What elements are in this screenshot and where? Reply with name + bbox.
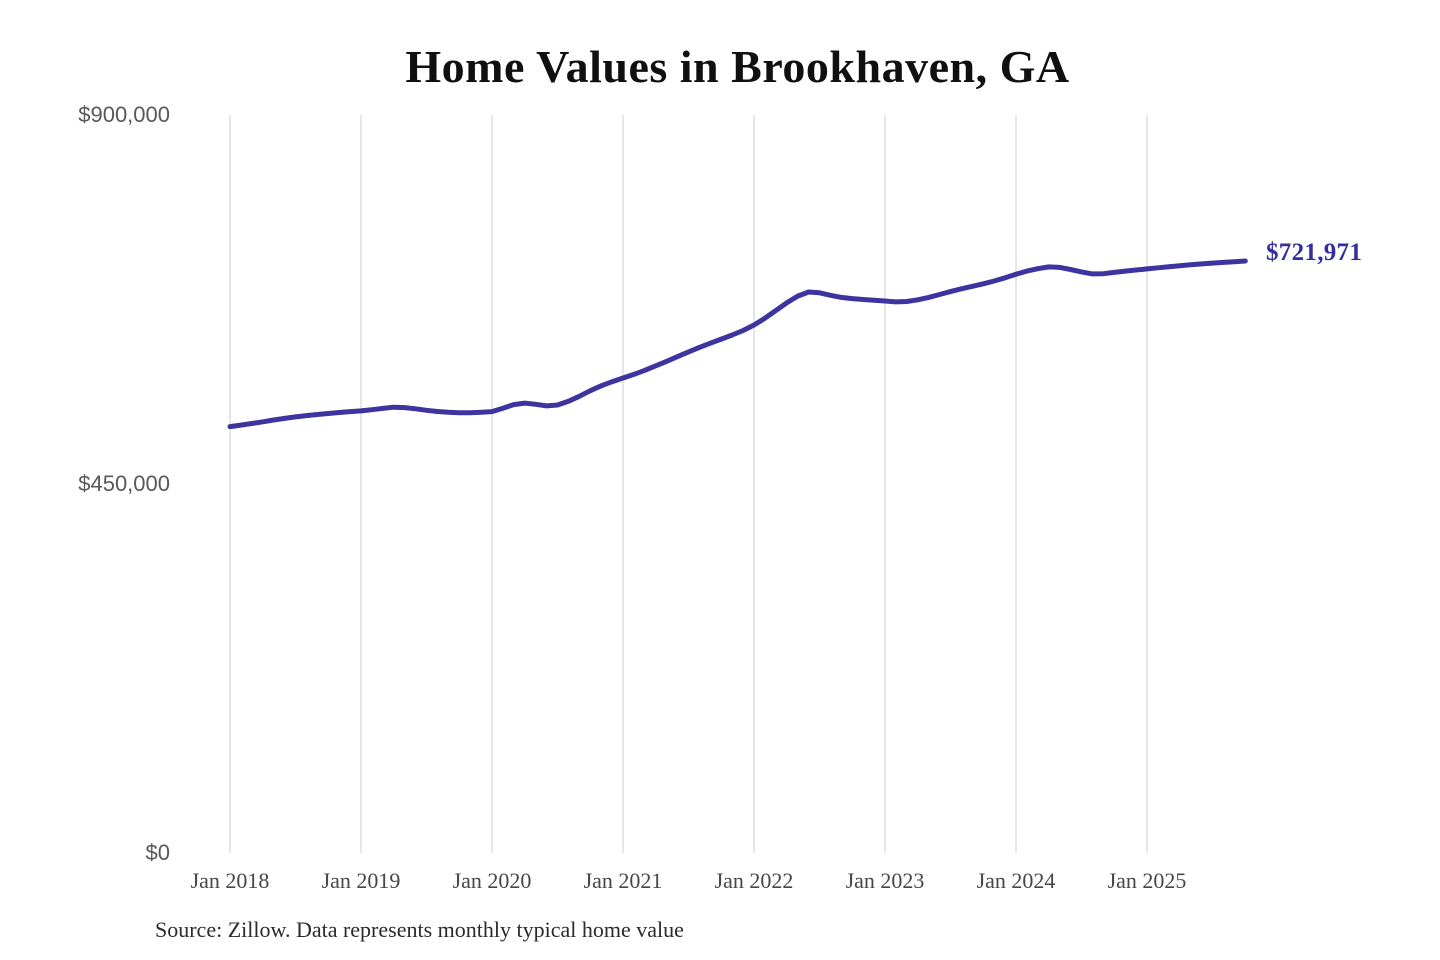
x-tick-label-2021-01: Jan 2021 xyxy=(584,868,663,893)
x-tick-label-2023-01: Jan 2023 xyxy=(846,868,925,893)
x-tick-label-2024-01: Jan 2024 xyxy=(977,868,1056,893)
chart-title: Home Values in Brookhaven, GA xyxy=(405,41,1070,92)
x-tick-label-2025-01: Jan 2025 xyxy=(1108,868,1187,893)
latest-value-label: $721,971 xyxy=(1266,239,1363,266)
x-tick-label-2020-01: Jan 2020 xyxy=(453,868,532,893)
y-tick-label-900000: $900,000 xyxy=(78,102,170,127)
y-tick-label-450000: $450,000 xyxy=(78,471,170,496)
x-tick-label-2022-01: Jan 2022 xyxy=(715,868,794,893)
x-tick-label-2018-01: Jan 2018 xyxy=(191,868,270,893)
y-tick-label-0: $0 xyxy=(146,840,170,865)
x-tick-label-2019-01: Jan 2019 xyxy=(322,868,401,893)
home-value-line xyxy=(227,258,1248,430)
source-note: Source: Zillow. Data represents monthly … xyxy=(155,917,684,942)
